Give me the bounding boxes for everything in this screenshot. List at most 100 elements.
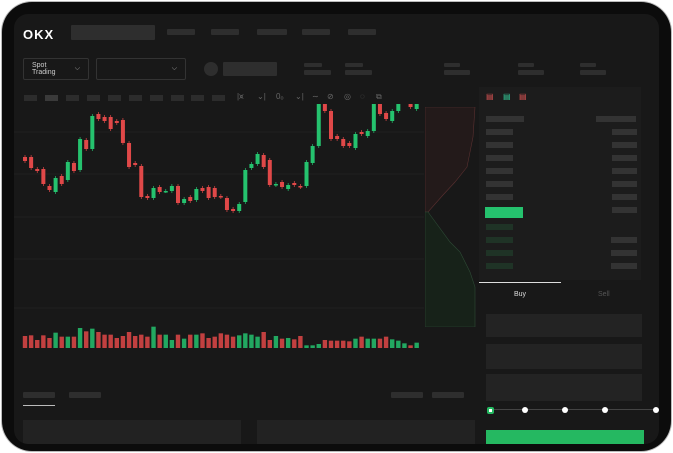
- interval-button[interactable]: [150, 95, 163, 101]
- candle-body: [108, 117, 113, 129]
- bottom-tab[interactable]: [69, 392, 101, 398]
- volume-bar: [230, 336, 236, 348]
- volume-bar: [77, 328, 83, 348]
- volume-bar: [328, 340, 334, 348]
- interval-button[interactable]: [191, 95, 204, 101]
- candle-body: [47, 186, 52, 190]
- orderbook-asks-icon[interactable]: ▤: [519, 92, 527, 101]
- interval-button[interactable]: [108, 95, 121, 101]
- candle-body: [163, 191, 168, 193]
- stat-label: [580, 63, 596, 67]
- candle-body: [102, 117, 107, 121]
- stat-label: [345, 63, 363, 67]
- volume-bar: [90, 328, 95, 348]
- search-bar[interactable]: [71, 25, 155, 40]
- settings-icon[interactable]: ◎: [344, 92, 351, 101]
- pair-select[interactable]: ⌵: [96, 58, 186, 80]
- bottom-card: [23, 420, 241, 444]
- volume-bar: [47, 338, 52, 348]
- okx-logo[interactable]: OKX: [23, 27, 55, 42]
- candlestick-chart[interactable]: [14, 104, 424, 374]
- candle-body: [53, 178, 58, 192]
- candle-body: [176, 186, 180, 203]
- candle-body: [341, 139, 346, 146]
- candle-body: [139, 166, 144, 197]
- chart-type-icon[interactable]: |⩙: [237, 92, 244, 101]
- candle-body: [322, 104, 327, 111]
- candle-body: [280, 182, 285, 187]
- volume-bar: [120, 336, 126, 348]
- interval-button[interactable]: [24, 95, 37, 101]
- bottom-card: [257, 420, 475, 444]
- camera-icon[interactable]: ◌: [360, 92, 365, 101]
- volume-bar: [408, 345, 413, 348]
- app-screen: OKX Spot Trading ⌵ ⌵ |⩙ ⌄| 0ₒ ⌄| ∼ ⊘ ◎ ◌ …: [14, 14, 659, 444]
- volume-bar: [279, 338, 285, 348]
- interval-button[interactable]: [87, 95, 100, 101]
- slider-stop-50[interactable]: [562, 407, 568, 413]
- candle-body: [194, 189, 199, 200]
- buy-button[interactable]: [486, 430, 644, 444]
- candle-body: [71, 163, 76, 171]
- slider-stop-100[interactable]: [653, 407, 659, 413]
- interval-button[interactable]: [45, 95, 58, 101]
- ask-price: [486, 194, 513, 200]
- nav-item[interactable]: [348, 29, 376, 35]
- indicator-icon[interactable]: ⌄|: [257, 92, 266, 101]
- candle-body: [347, 143, 352, 146]
- fullscreen-icon[interactable]: ⧉: [376, 92, 382, 101]
- interval-button[interactable]: [212, 95, 225, 101]
- candle-body: [384, 113, 389, 119]
- volume-bar: [304, 345, 309, 348]
- candle-body: [212, 188, 217, 197]
- slider-stop-75[interactable]: [602, 407, 608, 413]
- total-input[interactable]: [486, 374, 642, 401]
- slider-stop-25[interactable]: [522, 407, 528, 413]
- coin-icon: [204, 62, 218, 76]
- volume-bar: [194, 334, 199, 348]
- interval-button[interactable]: [129, 95, 142, 101]
- market-type-select[interactable]: Spot Trading ⌵: [23, 58, 89, 80]
- candle-body: [206, 187, 211, 198]
- stat-value: [444, 70, 470, 75]
- volume-bar: [341, 340, 346, 348]
- volume-bar: [414, 342, 419, 348]
- amount-slider[interactable]: [490, 409, 656, 410]
- interval-button[interactable]: [66, 95, 79, 101]
- fx-icon[interactable]: 0ₒ: [276, 92, 284, 101]
- volume-bar: [41, 335, 46, 348]
- nav-item[interactable]: [211, 29, 239, 35]
- candle-body: [310, 146, 315, 163]
- line-tool-icon[interactable]: ∼: [312, 92, 319, 101]
- tab-sell[interactable]: Sell: [598, 291, 610, 298]
- bid-size: [611, 263, 637, 269]
- pair-name: [223, 62, 277, 76]
- candle-body: [41, 169, 46, 184]
- stat-value: [580, 70, 606, 75]
- volume-bar: [383, 336, 389, 348]
- bottom-action[interactable]: [391, 392, 423, 398]
- tab-buy[interactable]: Buy: [514, 291, 527, 298]
- volume-bar: [53, 332, 58, 348]
- amount-input[interactable]: [486, 344, 642, 369]
- draw-icon[interactable]: ⊘: [327, 92, 334, 101]
- nav-item[interactable]: [302, 29, 330, 35]
- bottom-action[interactable]: [432, 392, 464, 398]
- stat-label: [304, 63, 322, 67]
- candle-body: [365, 131, 370, 136]
- stat-value: [518, 70, 544, 75]
- dropdown-icon[interactable]: ⌄|: [295, 92, 304, 101]
- nav-item[interactable]: [257, 29, 287, 35]
- chevron-down-icon: ⌵: [74, 65, 80, 72]
- volume-bar: [255, 336, 260, 348]
- nav-item[interactable]: [167, 29, 195, 35]
- orderbook-both-icon[interactable]: ▤: [486, 92, 494, 101]
- price-input[interactable]: [486, 314, 642, 337]
- slider-stop-0[interactable]: [487, 407, 494, 414]
- orderbook-bids-icon[interactable]: ▤: [503, 92, 511, 101]
- interval-button[interactable]: [171, 95, 184, 101]
- candle-body: [96, 114, 101, 119]
- candle-body: [359, 132, 364, 134]
- bottom-tab[interactable]: [23, 392, 55, 398]
- volume-bar: [145, 336, 150, 348]
